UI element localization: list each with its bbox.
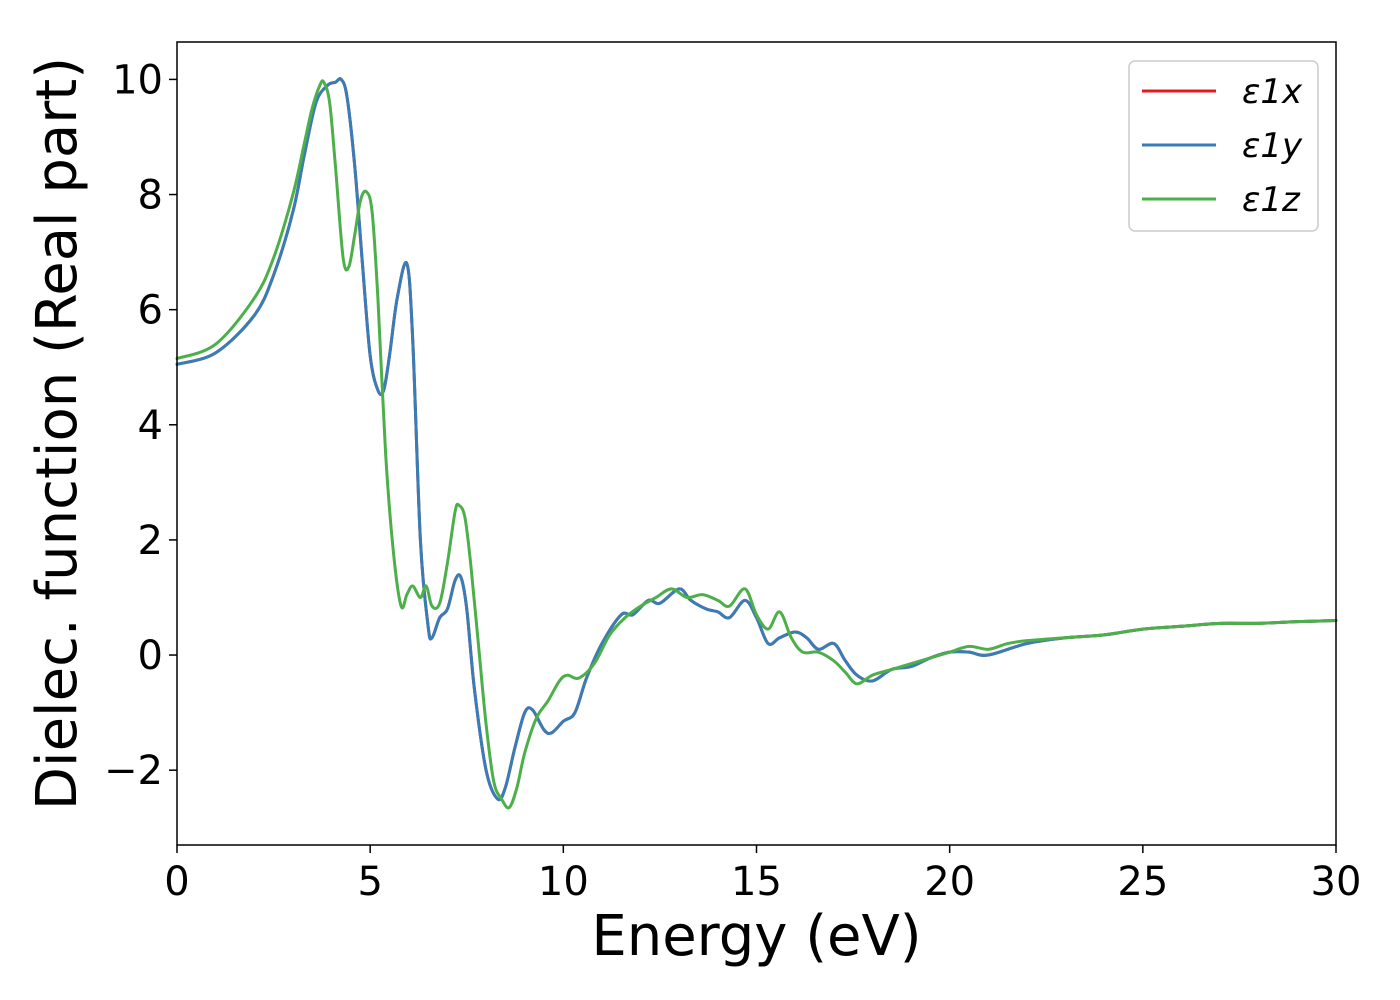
y-tick-label: 6 [138,288,163,334]
y-axis-title: Dielec. function (Real part) [25,57,90,810]
y-tick-label: 4 [138,403,163,449]
x-tick-label: 0 [164,859,189,905]
x-axis-title: Energy (eV) [591,904,921,969]
series-line-2 [175,79,1338,810]
y-tick-label: 0 [138,633,163,679]
series-layer [175,77,1338,810]
x-tick-label: 15 [731,859,782,905]
y-tick-label: −2 [104,748,163,794]
legend-box [1128,60,1319,232]
x-tick-label: 10 [538,859,589,905]
y-tick-label: 2 [138,518,163,564]
ticks-layer: 0 5 10 15 20 25 30 −2 0 2 4 6 8 10 [104,57,1361,905]
x-tick-label: 30 [1311,859,1362,905]
y-tick-label: 10 [112,57,163,103]
x-tick-label: 5 [357,859,382,905]
legend-label: ε1y [1242,126,1303,166]
series-line-1 [175,77,1338,802]
legend-label: ε1z [1242,180,1301,220]
legend: ε1x ε1y ε1z [1128,60,1319,232]
legend-label: ε1x [1242,72,1303,112]
x-tick-label: 20 [924,859,975,905]
y-tick-label: 8 [138,173,163,219]
x-tick-label: 25 [1117,859,1168,905]
